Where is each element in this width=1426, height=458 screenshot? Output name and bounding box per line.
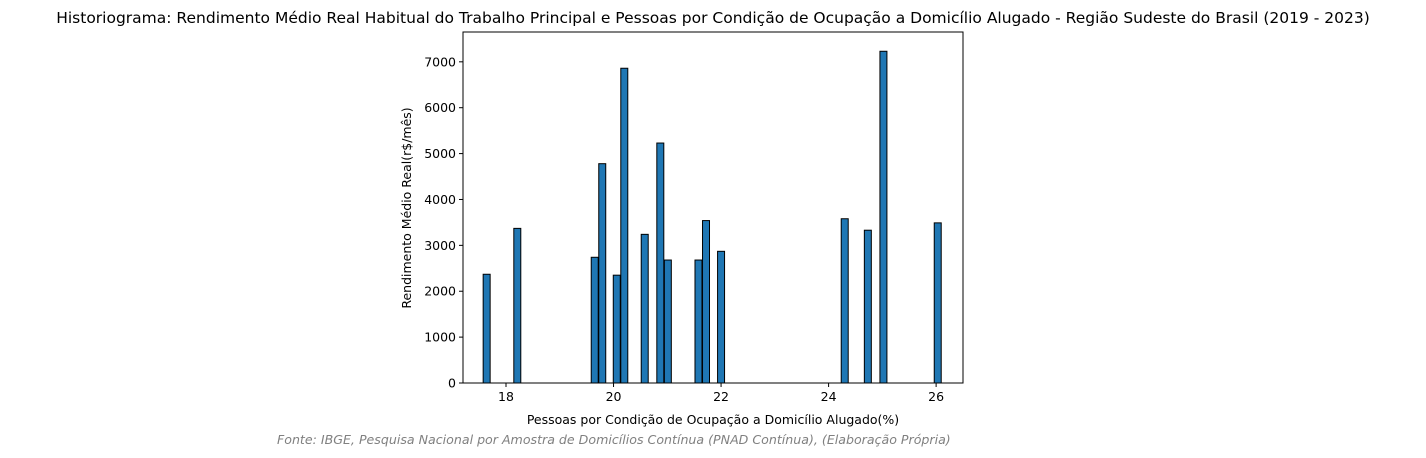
source-note: Fonte: IBGE, Pesquisa Nacional por Amost… [277, 432, 951, 447]
y-tick-label: 0 [448, 376, 456, 391]
chart-title: Historiograma: Rendimento Médio Real Hab… [56, 9, 1370, 27]
bar-11 [717, 250, 726, 384]
y-tick-label: 5000 [424, 146, 456, 161]
bar-4 [612, 274, 621, 384]
bars-layer [482, 50, 942, 384]
y-tick-label: 3000 [424, 238, 456, 253]
x-tick-label: 26 [928, 389, 944, 404]
plot-frame [462, 31, 964, 384]
bar-3 [598, 163, 607, 384]
bar-1 [513, 227, 522, 384]
bar-9 [694, 259, 703, 384]
bar-12 [840, 218, 849, 384]
bar-5 [620, 67, 629, 384]
bar-2 [590, 256, 599, 384]
axes-layer: 18 20 22 24 26 0 1000 2000 3000 4000 5000 6000 7000 [424, 31, 964, 404]
bar-0 [482, 273, 491, 384]
bar-6 [640, 233, 649, 384]
bar-10 [702, 220, 711, 384]
bar-7 [656, 142, 665, 384]
y-tick-label: 2000 [424, 284, 456, 299]
y-tick-label: 4000 [424, 192, 456, 207]
bar-13 [863, 229, 872, 384]
bar-14 [879, 50, 888, 384]
x-tick-label: 20 [606, 389, 622, 404]
bar-15 [933, 222, 942, 384]
y-tick-label: 1000 [424, 330, 456, 345]
y-tick-label: 6000 [424, 100, 456, 115]
x-tick-label: 18 [498, 389, 514, 404]
y-axis-label: Rendimento Médio Real(r$/mês) [399, 107, 414, 308]
y-tick-label: 7000 [424, 54, 456, 69]
x-tick-label: 22 [713, 389, 729, 404]
bar-8 [663, 259, 672, 384]
x-axis-label: Pessoas por Condição de Ocupação a Domic… [527, 412, 899, 427]
x-tick-label: 24 [821, 389, 837, 404]
